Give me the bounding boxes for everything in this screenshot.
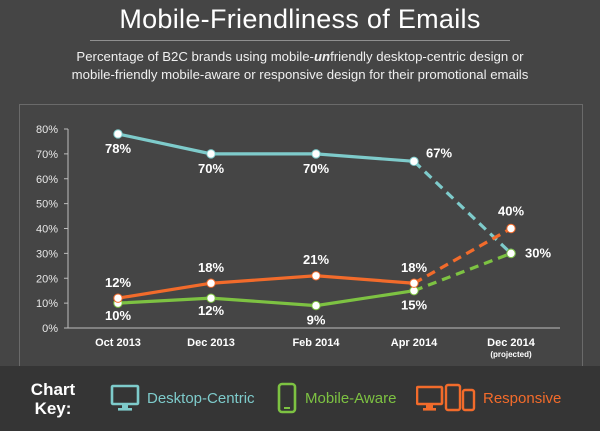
data-point bbox=[113, 129, 123, 139]
x-tick-label: Apr 2014 bbox=[391, 337, 438, 349]
data-label: 12% bbox=[105, 275, 131, 290]
legend-item-desktop-centric: Desktop-Centric bbox=[110, 380, 255, 416]
subtitle-emphasis: un bbox=[313, 49, 331, 64]
title-divider bbox=[90, 40, 510, 41]
desktop-icon bbox=[110, 384, 140, 411]
y-tick-label: 20% bbox=[36, 273, 58, 285]
legend-item-responsive: Responsive bbox=[416, 380, 561, 416]
data-label: 21% bbox=[303, 252, 329, 267]
legend-label-mobile-aware: Mobile-Aware bbox=[305, 389, 397, 407]
data-label: 78% bbox=[105, 141, 131, 156]
data-point bbox=[311, 271, 321, 281]
legend-label-desktop-centric: Desktop-Centric bbox=[147, 389, 255, 407]
series-projected-line bbox=[413, 251, 512, 293]
data-label: 18% bbox=[198, 260, 224, 275]
subtitle-part-a: Percentage of B2C brands using mobile- bbox=[76, 49, 314, 64]
data-point bbox=[206, 149, 216, 159]
data-point bbox=[409, 278, 419, 288]
line-chart: 0% 10% 20% 30% 40% 50% 60% 70% 80% Oct 2013 Dec 20… bbox=[36, 124, 560, 359]
data-point bbox=[206, 278, 216, 288]
data-label: 70% bbox=[198, 161, 224, 176]
chart-key-title: Chart Key: bbox=[18, 380, 88, 418]
data-label: 70% bbox=[303, 161, 329, 176]
chart-key bbox=[0, 366, 600, 431]
y-tick-label: 70% bbox=[36, 149, 58, 161]
data-point bbox=[113, 293, 123, 303]
data-label: 18% bbox=[401, 260, 427, 275]
x-tick-label: Feb 2014 bbox=[292, 337, 340, 349]
series-projected-line bbox=[412, 160, 513, 255]
subtitle-part-b: friendly desktop-centric design or bbox=[330, 49, 524, 64]
data-label: 12% bbox=[198, 303, 224, 318]
data-label: 40% bbox=[498, 204, 524, 219]
chart-key-title-line1: Chart bbox=[30, 380, 76, 399]
data-label: 15% bbox=[401, 298, 427, 313]
series-line bbox=[117, 289, 415, 308]
y-tick-label: 30% bbox=[36, 248, 58, 260]
chart-title: Mobile-Friendliness of Emails bbox=[119, 4, 481, 34]
series-projected-line bbox=[413, 227, 512, 285]
series-line bbox=[117, 274, 415, 300]
subtitle-line-2: mobile-friendly mobile-aware or responsi… bbox=[71, 67, 529, 82]
y-tick-label: 60% bbox=[36, 174, 58, 186]
y-tick-label: 50% bbox=[36, 199, 58, 211]
y-tick-label: 80% bbox=[36, 124, 58, 136]
legend-label-responsive: Responsive bbox=[483, 389, 562, 407]
data-point bbox=[506, 248, 516, 259]
y-tick-label: 10% bbox=[36, 298, 58, 310]
data-point bbox=[506, 223, 516, 234]
devices-icon bbox=[416, 383, 476, 412]
data-label: 9% bbox=[307, 313, 326, 328]
legend-item-mobile-aware: Mobile-Aware bbox=[276, 380, 396, 416]
y-tick-label: 40% bbox=[36, 224, 58, 236]
series-line bbox=[117, 132, 415, 163]
chart-subtitle: Percentage of B2C brands using mobile-un… bbox=[20, 48, 580, 84]
data-point bbox=[409, 156, 419, 167]
data-label: 30% bbox=[525, 245, 551, 260]
phone-icon bbox=[277, 382, 297, 414]
data-label: 67% bbox=[426, 145, 452, 160]
data-point bbox=[311, 149, 321, 159]
chart-key-title-line2: Key: bbox=[34, 399, 72, 418]
x-tick-label: Dec 2013 bbox=[187, 337, 235, 349]
x-tick-label: Dec 2014 bbox=[487, 337, 536, 349]
data-point bbox=[311, 300, 321, 311]
x-tick-label: Oct 2013 bbox=[95, 337, 141, 349]
y-tick-label: 0% bbox=[42, 323, 58, 335]
x-tick-note: (projected) bbox=[490, 350, 532, 359]
data-point bbox=[206, 293, 216, 303]
data-label: 10% bbox=[105, 308, 131, 323]
